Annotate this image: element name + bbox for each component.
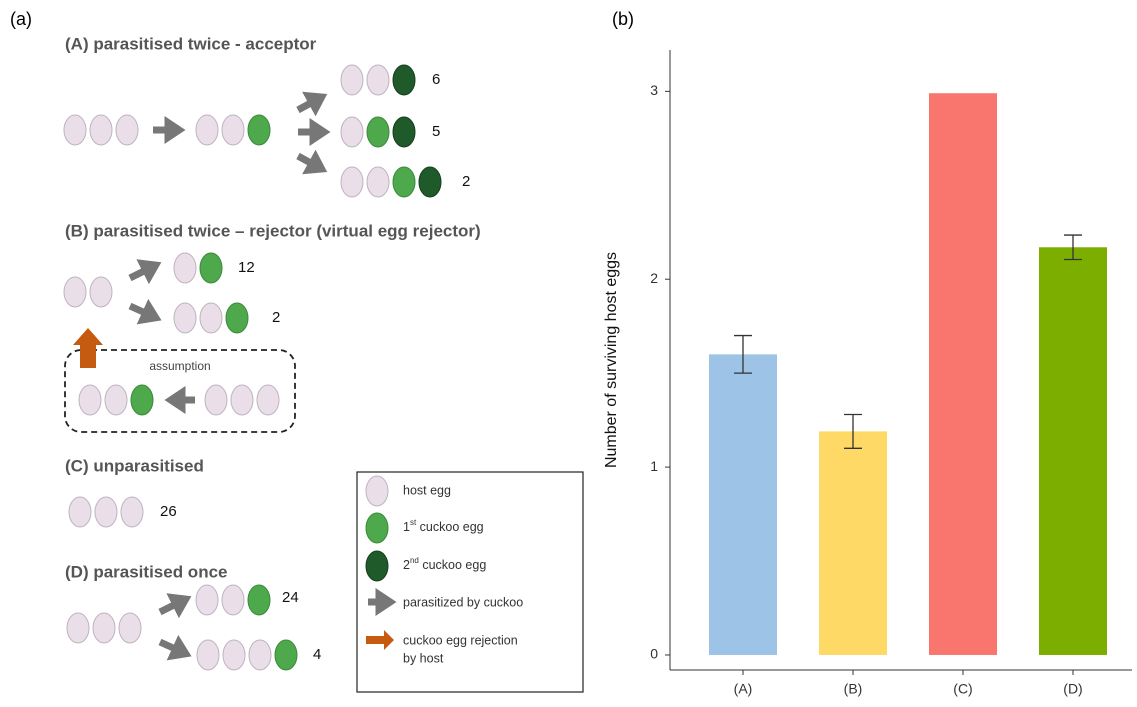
y-tick-label: 0	[650, 646, 658, 662]
egg	[367, 167, 389, 197]
egg	[249, 640, 271, 670]
egg	[116, 115, 138, 145]
group-title: (A) parasitised twice - acceptor	[65, 34, 317, 53]
figure: (a) (A) parasitised twice - acceptor (B)…	[0, 0, 1137, 702]
egg	[257, 385, 279, 415]
egg	[275, 640, 297, 670]
egg	[419, 167, 441, 197]
egg	[222, 585, 244, 615]
legend-text: parasitized by cuckoo	[403, 595, 523, 609]
egg	[90, 277, 112, 307]
group-title: (B) parasitised twice – rejector (virtua…	[65, 221, 481, 240]
y-tick-label: 1	[650, 458, 658, 474]
parasitism-arrow	[298, 99, 318, 110]
egg	[205, 385, 227, 415]
parasitism-arrow	[160, 601, 182, 612]
count: 24	[282, 589, 299, 606]
egg	[121, 497, 143, 527]
egg	[131, 385, 153, 415]
egg	[95, 497, 117, 527]
count: 26	[160, 503, 177, 520]
y-tick-label: 3	[650, 82, 658, 98]
count: 2	[272, 309, 280, 326]
egg	[393, 167, 415, 197]
bar	[929, 93, 997, 655]
panel-label: (b)	[612, 9, 634, 29]
legend-text: host egg	[403, 483, 451, 497]
egg	[79, 385, 101, 415]
egg	[119, 613, 141, 643]
egg	[222, 115, 244, 145]
legend-text: by host	[403, 651, 444, 665]
egg	[393, 117, 415, 147]
group-title: (D) parasitised once	[65, 562, 228, 581]
egg	[90, 115, 112, 145]
egg	[200, 303, 222, 333]
egg	[64, 115, 86, 145]
egg	[341, 65, 363, 95]
parasitism-arrow	[130, 306, 152, 316]
x-tick-label: (D)	[1063, 681, 1082, 697]
count: 2	[462, 173, 470, 190]
egg	[393, 65, 415, 95]
y-axis-title: Number of surviving host eggs	[603, 252, 620, 468]
assumption-label: assumption	[149, 359, 210, 373]
egg	[64, 277, 86, 307]
x-tick-label: (C)	[953, 681, 972, 697]
egg	[367, 65, 389, 95]
egg	[231, 385, 253, 415]
egg	[366, 513, 388, 543]
bar	[709, 354, 777, 655]
x-tick-label: (B)	[844, 681, 863, 697]
egg	[174, 253, 196, 283]
egg	[366, 551, 388, 581]
bar	[819, 431, 887, 655]
legend-text: cuckoo egg rejection	[403, 633, 518, 647]
egg	[226, 303, 248, 333]
egg	[248, 115, 270, 145]
egg	[200, 253, 222, 283]
parasitism-arrow	[130, 267, 152, 278]
rejection-arrow	[73, 328, 103, 368]
egg	[174, 303, 196, 333]
x-tick-label: (A)	[734, 681, 753, 697]
egg	[223, 640, 245, 670]
group-title: (C) unparasitised	[65, 456, 204, 475]
count: 5	[432, 123, 440, 140]
y-tick-label: 2	[650, 270, 658, 286]
parasitism-arrow	[298, 156, 318, 167]
egg	[105, 385, 127, 415]
count: 12	[238, 259, 255, 276]
legend-box	[357, 472, 583, 692]
parasitism-arrow	[160, 642, 182, 652]
egg	[93, 613, 115, 643]
egg	[341, 167, 363, 197]
egg	[197, 640, 219, 670]
egg	[69, 497, 91, 527]
egg	[196, 585, 218, 615]
egg	[341, 117, 363, 147]
egg	[67, 613, 89, 643]
count: 4	[313, 646, 321, 663]
egg	[366, 476, 388, 506]
count: 6	[432, 71, 440, 88]
egg	[248, 585, 270, 615]
egg	[367, 117, 389, 147]
bar	[1039, 247, 1107, 655]
panel-label: (a)	[10, 9, 32, 29]
egg	[196, 115, 218, 145]
